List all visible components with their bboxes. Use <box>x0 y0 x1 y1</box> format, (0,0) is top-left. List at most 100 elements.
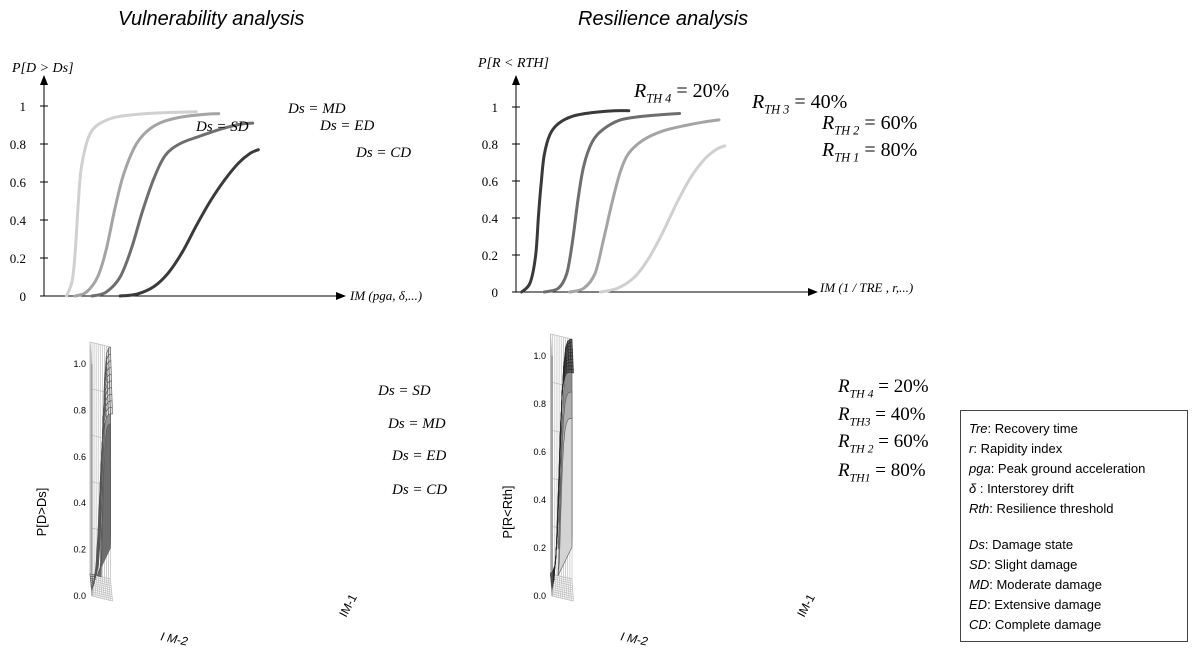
resil-2d-y-tick-label: 0.2 <box>482 248 498 263</box>
vuln-3d-tick-label: 0.2 <box>73 545 86 555</box>
resil-2d-y-tick-label: 0.4 <box>482 211 499 226</box>
resil-2d-y-tick-label: 0.6 <box>482 174 499 189</box>
vuln-3d-grid-line <box>110 578 113 602</box>
vuln-3d-surface-cell <box>108 360 112 369</box>
vuln-3d-grid-line <box>106 577 109 601</box>
vuln-3d-series-label: Ds = ED <box>391 448 446 464</box>
legend-key: δ <box>969 481 977 496</box>
vuln-3d-surface-cell <box>109 407 113 415</box>
resil-2d-x-label: IM (1 / TRE , r,...) <box>819 280 913 295</box>
resil-3d-series-label: RTH1 = 80% <box>837 460 926 484</box>
resil-3d-grid-line <box>551 582 573 589</box>
resil-2d-chart: 0 0.2 0.4 0.6 0.8 1 P[R < RTH] IM (1 / TRE , r,… <box>477 56 917 300</box>
resil-3d-grid-line <box>550 333 573 357</box>
resil-3d-tick-label: 0.2 <box>533 543 546 553</box>
resil-2d-y-tick-label: 0.8 <box>482 137 498 152</box>
resil-2d-series-line <box>520 109 631 294</box>
vuln-2d-y-arrow <box>40 75 48 85</box>
vuln-2d-series-label: Ds = SD <box>195 119 249 135</box>
resil-3d-grid-line <box>550 580 573 586</box>
resil-2d-series-label: RTH 3 = 40% <box>751 91 847 117</box>
resil-3d-grid-line <box>567 577 570 601</box>
vuln-3d-series-label: Ds = CD <box>391 482 447 498</box>
vuln-2d-y-tick-label: 0.8 <box>10 137 26 152</box>
vuln-3d-tick-label: 0.0 <box>73 591 86 601</box>
vulnerability-title: Vulnerability analysis <box>118 8 305 30</box>
resil-3d-depth-label: IM-1 <box>794 591 818 619</box>
vuln-3d-surface-cell <box>109 387 113 395</box>
resil-3d-x-label: I M-2 <box>619 629 649 648</box>
legend-key: SD <box>969 557 988 572</box>
vuln-2d-y-tick-label: 1 <box>20 99 27 114</box>
legend-item: MD: Moderate damage <box>969 575 1187 595</box>
vuln-2d-series-line <box>90 121 255 298</box>
vuln-2d-y-tick-label: 0.4 <box>10 213 27 228</box>
resil-3d-grid-line <box>571 578 574 602</box>
legend-item: Ds: Damage state <box>969 535 1187 555</box>
resil-2d-series-line <box>599 144 727 294</box>
resil-3d-tick-label: 1.0 <box>533 351 546 361</box>
vuln-3d-grid-line <box>89 387 111 411</box>
vuln-2d-y-tick-label: 0 <box>20 289 27 304</box>
legend-key: Rth <box>969 501 990 516</box>
vuln-2d-series-label: Ds = CD <box>355 145 411 161</box>
vuln-3d-y-label: P[D>Ds] <box>34 488 49 537</box>
vuln-3d-x-label: I M-2 <box>159 629 189 648</box>
resil-2d-x-arrow <box>808 288 818 296</box>
legend-item: δ : Interstorey drift <box>969 479 1187 499</box>
resil-3d-chart: 0.0 0.2 0.4 0.6 0.8 1.0 P[R<Rth] I M-2 IM-1 RTH 4… <box>500 333 929 649</box>
vuln-3d-grid-line <box>90 584 112 591</box>
resil-2d-y-tick-label: 0 <box>492 285 499 300</box>
vuln-3d-tick-label: 0.8 <box>73 405 86 415</box>
legend-text: : Rapidity index <box>973 441 1063 456</box>
abbreviation-legend: Tre: Recovery time r: Rapidity index pga: … <box>960 410 1188 642</box>
legend-text: : Slight damage <box>987 557 1078 572</box>
legend-text: : Interstorey drift <box>976 481 1074 496</box>
resil-3d-tick-label: 0.0 <box>533 591 546 601</box>
resil-2d-series-label: RTH 1 = 80% <box>821 139 917 165</box>
vuln-2d-series-label: Ds = MD <box>287 101 346 117</box>
vuln-3d-depth-label: IM-1 <box>336 591 360 619</box>
legend-text: : Recovery time <box>987 421 1078 436</box>
legend-key: MD <box>969 577 990 592</box>
resilience-title: Resilience analysis <box>578 8 749 30</box>
resil-3d-grid-line <box>551 584 573 591</box>
resil-2d-y-arrow <box>512 75 520 85</box>
resil-3d-surface-cell <box>570 368 574 374</box>
vuln-3d-grid-line <box>104 577 107 600</box>
legend-text: : Peak ground acceleration <box>990 461 1146 476</box>
resil-3d-series-label: RTH 2 = 60% <box>837 431 929 455</box>
vuln-3d-tick-label: 1.0 <box>73 359 86 369</box>
vuln-3d-grid-line <box>89 341 111 365</box>
legend-item: pga: Peak ground acceleration <box>969 459 1187 479</box>
legend-item: Rth: Resilience threshold <box>969 499 1187 519</box>
resil-3d-grid-line <box>563 576 566 600</box>
legend-key: Ds <box>969 537 985 552</box>
resil-3d-tick-label: 0.8 <box>533 399 546 409</box>
resil-3d-grid-line <box>569 578 572 601</box>
legend-text: : Resilience threshold <box>989 501 1114 516</box>
legend-text: : Complete damage <box>987 617 1102 632</box>
resil-3d-layer-sheet <box>557 418 573 576</box>
vuln-3d-surface-cell <box>108 346 112 356</box>
legend-text: : Damage state <box>984 537 1074 552</box>
resil-2d-series-label: RTH 4 = 20% <box>633 80 729 106</box>
legend-text: : Moderate damage <box>989 577 1102 592</box>
resil-2d-series-line <box>568 118 721 294</box>
legend-text: : Extensive damage <box>987 597 1102 612</box>
vuln-2d-y-tick-label: 0.2 <box>10 251 26 266</box>
legend-item: Tre: Recovery time <box>969 419 1187 439</box>
vuln-2d-y-label: P[D > Ds] <box>11 61 74 76</box>
vuln-2d-series-line <box>73 112 221 298</box>
vuln-3d-grid-line <box>101 576 105 600</box>
resil-2d-y-label: P[R < RTH] <box>477 56 549 71</box>
legend-key: Tre <box>969 421 988 436</box>
resil-3d-y-label: P[R<Rth] <box>500 485 515 538</box>
legend-gap <box>969 519 1187 535</box>
legend-key: ED <box>969 597 988 612</box>
vuln-3d-surface-cell <box>109 380 113 389</box>
resil-3d-tick-label: 0.4 <box>533 495 546 505</box>
resil-2d-series-line <box>542 112 682 294</box>
resil-3d-grid-line <box>565 577 568 600</box>
vuln-2d-x-label: IM (pga, δ,...) <box>349 288 422 303</box>
